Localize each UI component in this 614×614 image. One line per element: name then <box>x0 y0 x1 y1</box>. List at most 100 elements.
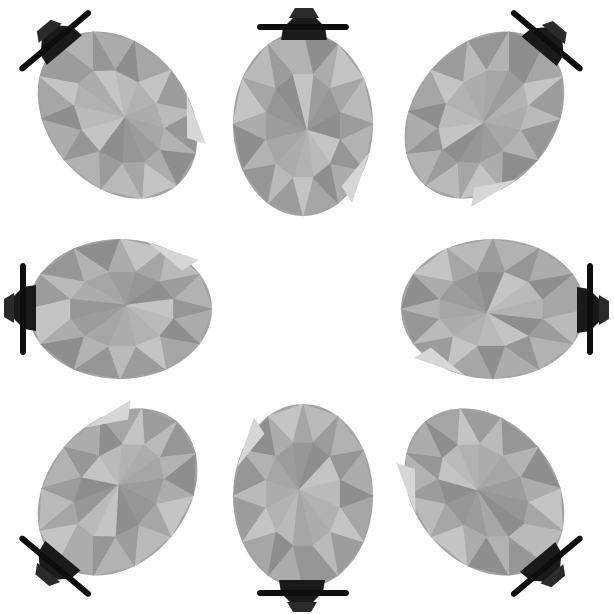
ovoid-facet <box>312 531 339 576</box>
ovoid-body <box>27 238 213 380</box>
ovoid-facet <box>520 476 561 503</box>
faceted-ovoid-bottom <box>232 403 374 612</box>
ovoid-facet <box>502 446 539 478</box>
ovoid-facet <box>463 524 487 567</box>
ovoid-facet <box>63 129 100 161</box>
ovoid-facet <box>242 507 277 543</box>
ovoid-facet <box>77 484 119 537</box>
cap-top <box>599 295 609 325</box>
ovoid-facet <box>528 318 573 345</box>
faceted-ovoid-bottom-right <box>396 408 583 597</box>
ovoid-facet <box>40 273 85 300</box>
ovoid-facet <box>135 335 167 370</box>
ovoid-cap-icon <box>577 263 609 355</box>
cap-flange <box>510 535 583 597</box>
cap-top <box>541 21 567 45</box>
ovoid-highlight <box>414 347 465 376</box>
ovoid-facet <box>92 535 116 576</box>
ovoid-facet <box>406 127 443 154</box>
ovoid-facet <box>483 70 525 123</box>
ovoid-facet <box>486 31 510 72</box>
ovoid-facet <box>457 408 481 445</box>
faceted-ovoid-right <box>400 238 609 380</box>
ovoid-body <box>400 238 586 380</box>
ovoid-facet <box>267 416 294 457</box>
ovoid-cap-icon <box>510 10 583 72</box>
ovoid-body <box>37 400 198 576</box>
ovoid-facet <box>232 111 267 141</box>
cap-body <box>40 25 82 65</box>
ovoid-facet <box>408 478 447 505</box>
ovoid-cap-icon <box>19 535 92 597</box>
cap-body <box>520 542 562 582</box>
ovoid-facet <box>73 335 109 370</box>
ovoid-facet <box>115 524 139 567</box>
cap-flange <box>20 263 26 355</box>
ovoid-facet <box>107 345 137 380</box>
ovoid-facet <box>523 76 563 106</box>
ovoid-facet <box>39 501 79 531</box>
ovoid-facet <box>107 238 137 273</box>
ovoid-facet <box>400 298 440 320</box>
ovoid-facet <box>424 149 459 186</box>
cap-flange <box>257 590 349 596</box>
ovoid-facet <box>463 40 487 83</box>
cap-top <box>35 562 61 586</box>
ovoid-facet <box>329 449 364 481</box>
ovoid-facet <box>267 163 294 204</box>
ovoid-facet <box>40 318 85 345</box>
ovoid-facet <box>159 318 200 345</box>
ovoid-highlight <box>341 152 370 203</box>
ovoid-facet <box>138 503 172 538</box>
ovoid-facet <box>312 44 339 89</box>
ovoid-facet <box>138 69 172 104</box>
ovoid-facet <box>408 102 447 129</box>
ovoid-facet <box>121 408 145 445</box>
ovoid-facet <box>135 248 167 283</box>
ovoid-facet <box>242 449 277 481</box>
ovoid-facet <box>292 403 314 443</box>
ovoid-facet <box>292 489 314 546</box>
ovoid-facet <box>155 102 194 129</box>
ovoid-cap-icon <box>19 10 92 72</box>
ovoid-facet <box>173 298 213 320</box>
ovoid-facet <box>486 298 543 320</box>
ovoid-body <box>232 31 374 217</box>
ovoid-facet <box>476 345 506 380</box>
ovoid-facet <box>424 421 459 458</box>
ovoid-cap-icon <box>257 8 349 40</box>
ovoid-facet <box>312 163 339 204</box>
cap-flange <box>257 24 349 30</box>
ovoid-facet <box>312 416 339 457</box>
ovoid-facet <box>329 507 364 543</box>
ovoid-facet <box>242 139 277 171</box>
ovoid-facet <box>77 70 125 118</box>
ovoid-facet <box>502 129 539 161</box>
ovoid-body <box>232 403 374 589</box>
ovoid-facet <box>413 273 454 300</box>
ovoid-cap-icon <box>4 263 36 355</box>
ovoid-facet <box>339 111 374 141</box>
cap-flange <box>19 10 92 72</box>
faceted-ovoid-top-right <box>404 10 583 207</box>
cap-top <box>289 8 319 18</box>
ovoid-facet <box>292 177 314 217</box>
ovoid-facet <box>479 150 504 190</box>
ovoid-facet <box>479 417 504 457</box>
cap-top <box>36 19 62 43</box>
cap-body <box>521 27 564 67</box>
ovoid-facet <box>520 104 561 131</box>
cap-flange <box>510 10 583 72</box>
ovoid-facet <box>406 453 443 480</box>
ovoid-facet <box>477 489 525 537</box>
ovoid-facet <box>155 478 194 505</box>
ovoid-cap-icon <box>510 535 583 597</box>
faceted-ovoid-bottom-left <box>19 400 198 597</box>
ovoid-facet <box>528 273 573 300</box>
faceted-ovoid-left <box>4 238 213 380</box>
ovoid-facet <box>98 417 123 457</box>
ovoid-facet <box>329 77 364 113</box>
ovoid-facet <box>446 335 478 370</box>
ovoid-body <box>404 31 565 207</box>
